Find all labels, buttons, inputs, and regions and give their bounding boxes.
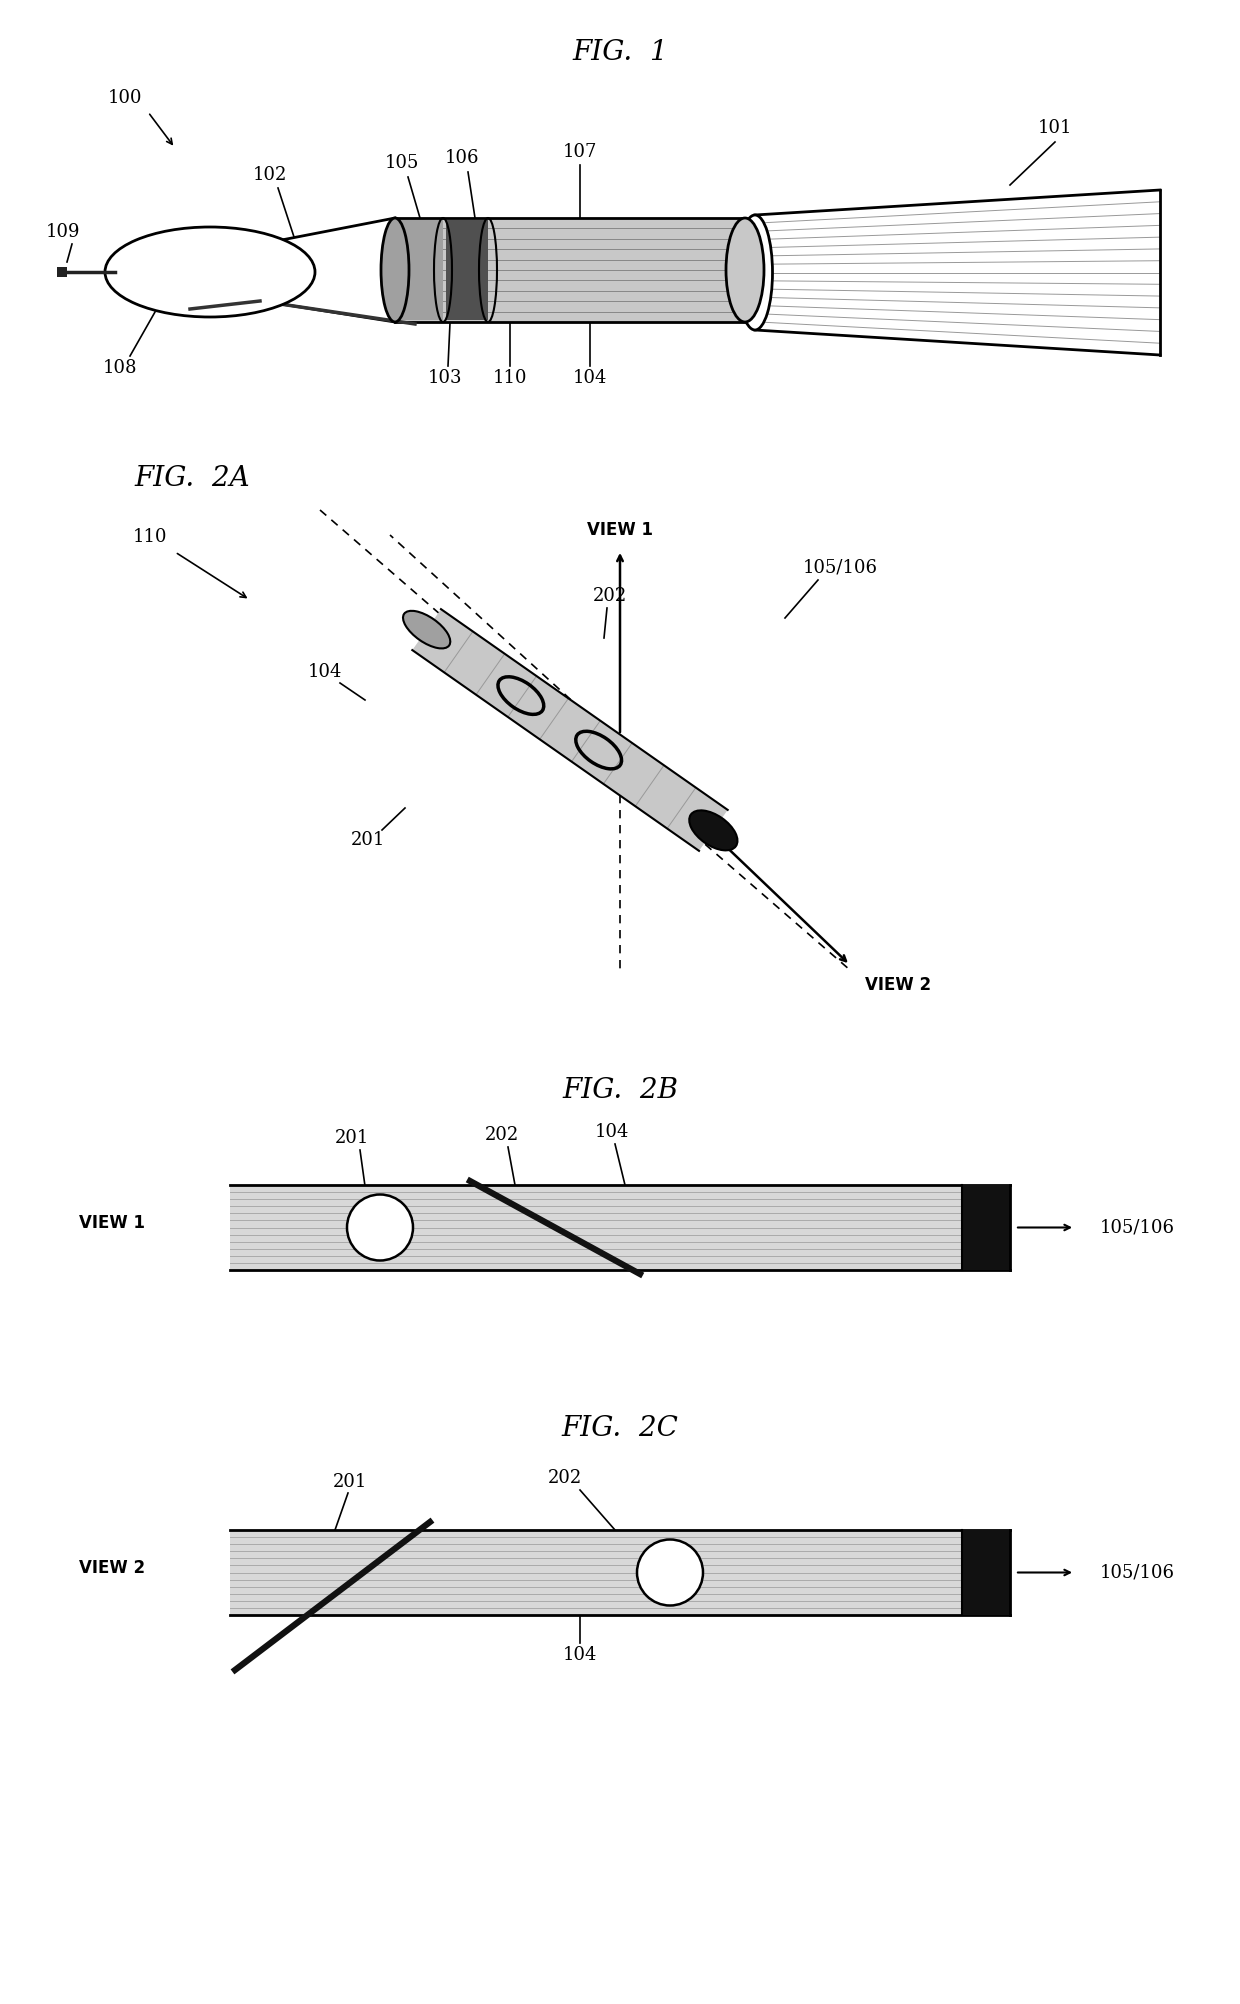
- Text: 201: 201: [351, 832, 386, 850]
- Text: FIG.  2C: FIG. 2C: [562, 1415, 678, 1441]
- Text: 202: 202: [548, 1469, 582, 1487]
- Text: 108: 108: [103, 359, 138, 377]
- Text: 202: 202: [485, 1126, 520, 1144]
- Text: 201: 201: [332, 1473, 367, 1491]
- Text: 104: 104: [308, 663, 342, 681]
- Text: VIEW 2: VIEW 2: [79, 1559, 145, 1577]
- Text: 107: 107: [563, 142, 598, 160]
- Text: 110: 110: [492, 369, 527, 387]
- Text: 105/106: 105/106: [802, 557, 878, 575]
- Text: 201: 201: [335, 1128, 370, 1146]
- Text: 104: 104: [573, 369, 608, 387]
- Ellipse shape: [689, 810, 738, 850]
- Bar: [229, 1184, 1011, 1271]
- Text: VIEW 1: VIEW 1: [587, 521, 653, 539]
- Ellipse shape: [347, 1194, 413, 1261]
- Text: FIG.  2A: FIG. 2A: [134, 465, 249, 491]
- Polygon shape: [755, 190, 1159, 355]
- Text: VIEW 1: VIEW 1: [79, 1214, 145, 1232]
- Bar: [962, 1184, 1011, 1271]
- Ellipse shape: [738, 214, 773, 331]
- Ellipse shape: [725, 218, 764, 323]
- Text: FIG.  1: FIG. 1: [572, 38, 668, 66]
- Ellipse shape: [381, 218, 409, 323]
- Text: 202: 202: [593, 587, 627, 605]
- Bar: [446, 220, 489, 321]
- Bar: [229, 1529, 1011, 1615]
- Bar: [57, 267, 67, 277]
- Bar: [398, 220, 443, 321]
- Text: 105/106: 105/106: [1100, 1218, 1176, 1236]
- Text: 105: 105: [384, 154, 419, 172]
- Text: FIG.  2B: FIG. 2B: [562, 1076, 678, 1104]
- Bar: [962, 1529, 1011, 1615]
- Text: 101: 101: [1038, 118, 1073, 136]
- Text: 109: 109: [46, 222, 81, 240]
- Text: 102: 102: [253, 166, 288, 184]
- Bar: [396, 218, 745, 323]
- Ellipse shape: [403, 611, 450, 649]
- Text: 100: 100: [108, 88, 143, 106]
- Ellipse shape: [105, 226, 315, 317]
- Text: 103: 103: [428, 369, 463, 387]
- Polygon shape: [229, 218, 396, 323]
- Text: 105/106: 105/106: [1100, 1563, 1176, 1581]
- Text: 106: 106: [445, 148, 479, 166]
- Text: 110: 110: [133, 527, 167, 545]
- Text: 104: 104: [563, 1645, 598, 1663]
- Text: 104: 104: [595, 1122, 629, 1140]
- Polygon shape: [413, 609, 728, 852]
- Ellipse shape: [637, 1539, 703, 1605]
- Text: VIEW 2: VIEW 2: [866, 976, 931, 994]
